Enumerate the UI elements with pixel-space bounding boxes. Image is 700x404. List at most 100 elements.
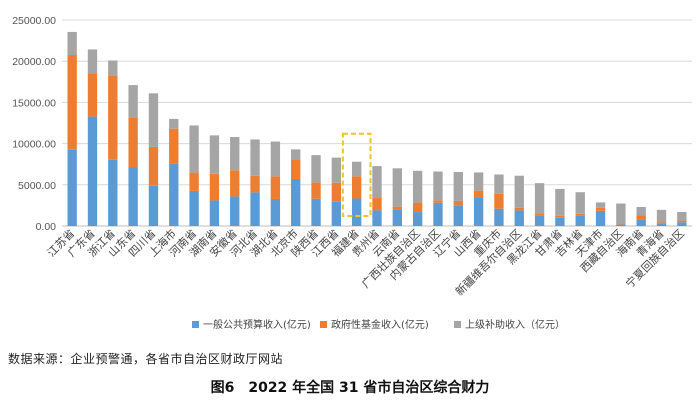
- bar-segment: [250, 192, 260, 226]
- bar-segment: [311, 182, 321, 199]
- bar-segment: [656, 209, 667, 223]
- bar-segment: [230, 137, 240, 171]
- bar-segment: [494, 193, 504, 209]
- bar-segment: [67, 55, 77, 150]
- y-tick-label: 15000.00: [12, 97, 56, 109]
- bar-segment: [473, 190, 484, 198]
- bar-segment: [555, 217, 565, 226]
- y-tick-label: 25000.00: [12, 15, 56, 27]
- bar-segment: [108, 75, 118, 160]
- bar-segment: [494, 208, 504, 226]
- bar-segment: [616, 203, 626, 225]
- bar-segment: [392, 209, 402, 226]
- bar-segment: [87, 49, 98, 74]
- bar-segment: [230, 196, 240, 226]
- bar-segment: [412, 202, 423, 213]
- bar-segment: [291, 178, 301, 226]
- bar-segment: [250, 139, 260, 176]
- bar-segment: [128, 167, 138, 226]
- highlight-box: [341, 132, 372, 217]
- bar-segment: [534, 213, 545, 216]
- bar-segment: [331, 201, 342, 226]
- bar-segment: [433, 171, 443, 201]
- data-source-note: 数据来源：企业预警通，各省市自治区财政厅网站: [8, 352, 284, 366]
- bar-segment: [636, 206, 646, 216]
- bar-segment: [352, 161, 362, 177]
- bar-segment: [230, 170, 240, 197]
- bar-segment: [412, 170, 423, 203]
- bar-segment: [372, 198, 382, 211]
- bar-segment: [169, 163, 179, 226]
- bar-segment: [412, 212, 423, 226]
- bar-segment: [514, 175, 524, 208]
- bar-segment: [392, 168, 402, 207]
- bar-segment: [514, 207, 524, 211]
- bar-segment: [87, 116, 98, 226]
- bar-segment: [148, 93, 159, 147]
- bar-segment: [291, 149, 301, 160]
- bar-segment: [453, 200, 463, 206]
- stacked-bar-chart: 0.00 5000.00 10000.00 15000.00 20000.00 25000…: [12, 15, 692, 331]
- bar-segment: [372, 210, 382, 226]
- bar-segment: [67, 149, 77, 226]
- bar-segment: [575, 215, 585, 226]
- bar-segment: [209, 173, 220, 201]
- bar-segment: [148, 185, 159, 226]
- bar-segment: [189, 190, 199, 226]
- bar-segment: [352, 198, 362, 226]
- bar-segment: [270, 176, 281, 199]
- bar-segment: [372, 166, 382, 199]
- bar-segment: [555, 188, 565, 216]
- bar-segment: [169, 118, 179, 129]
- bar-segment: [555, 215, 565, 218]
- bar-segment: [616, 224, 626, 226]
- y-tick-label: 5000.00: [18, 180, 56, 192]
- legend-swatch: [454, 321, 461, 328]
- bar-segment: [433, 200, 443, 203]
- bar-segment: [636, 215, 646, 220]
- bar-segment: [514, 210, 524, 226]
- bar-segment: [209, 200, 220, 226]
- bar-segment: [677, 220, 687, 223]
- bar-segment: [595, 202, 606, 208]
- legend-swatch: [320, 321, 327, 328]
- legend-label: 上级补助收入（亿元）: [465, 318, 565, 331]
- bar-segment: [494, 174, 504, 194]
- bar-segment: [656, 222, 667, 224]
- bar-segment: [677, 211, 687, 221]
- bar-segment: [331, 157, 342, 183]
- bar-segment: [250, 175, 260, 193]
- y-tick-label: 0.00: [36, 221, 57, 233]
- bar-segment: [575, 192, 585, 214]
- bar-segment: [148, 146, 159, 186]
- legend-label: 一般公共预算收入(亿元): [203, 318, 311, 331]
- bar-segment: [453, 205, 463, 226]
- bar-segment: [189, 125, 199, 173]
- bar-segment: [311, 198, 321, 226]
- bar-segment: [331, 182, 342, 202]
- bar-segment: [209, 135, 220, 174]
- bar-segment: [67, 31, 77, 56]
- bar-segment: [677, 222, 687, 226]
- bar-segment: [169, 128, 179, 164]
- bar-segment: [189, 172, 199, 191]
- bar-segment: [473, 172, 484, 191]
- y-tick-label: 20000.00: [12, 56, 56, 68]
- bar-segment: [87, 73, 98, 117]
- bar-segment: [575, 213, 585, 216]
- bar-segment: [291, 159, 301, 179]
- legend-label: 政府性基金收入(亿元): [331, 318, 429, 331]
- y-tick-label: 10000.00: [12, 139, 56, 151]
- bar-segment: [534, 215, 545, 226]
- bar-segment: [392, 206, 402, 210]
- bar-segment: [128, 85, 138, 118]
- bar-segment: [270, 141, 281, 177]
- bar-segment: [636, 219, 646, 226]
- bar-segment: [534, 183, 545, 214]
- bar-segment: [473, 197, 484, 226]
- bar-segment: [595, 207, 606, 211]
- bar-segment: [656, 223, 667, 226]
- figure-caption: 图6 2022 年全国 31 省市自治区综合财力: [210, 380, 490, 396]
- bar-segment: [108, 60, 118, 76]
- legend-swatch: [192, 321, 199, 328]
